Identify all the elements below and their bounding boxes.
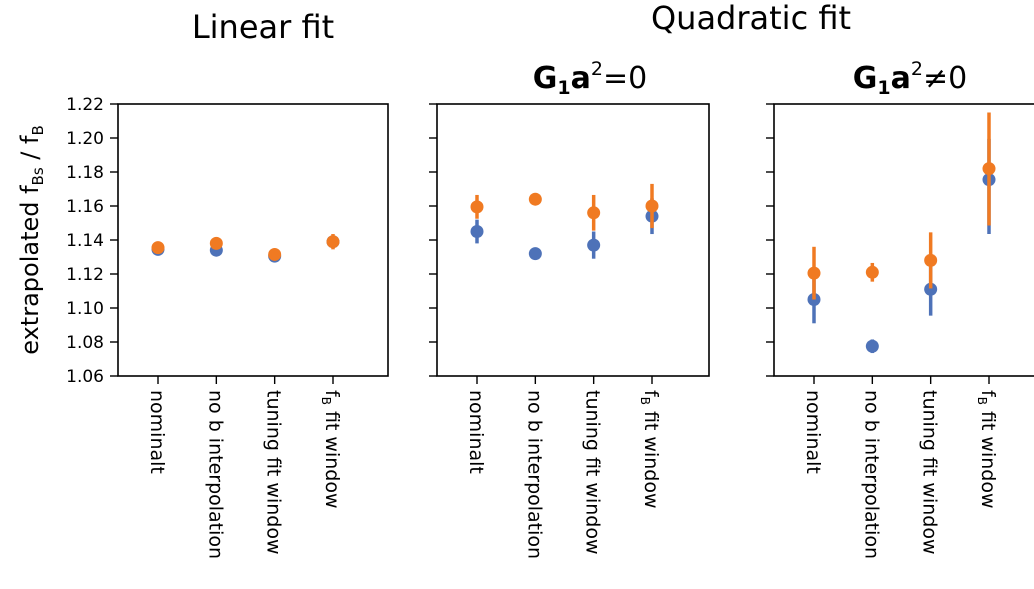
data-point: [528, 247, 542, 261]
y-tick-label: 1.18: [66, 163, 104, 183]
x-tick-label: tuning fit window: [582, 390, 604, 555]
x-tick-label: tuning fit window: [919, 390, 941, 555]
y-axis-label: extrapolated fBs / fB: [16, 125, 47, 355]
y-tick-label: 1.14: [66, 231, 104, 251]
data-point: [209, 236, 223, 250]
y-tick-label: 1.16: [66, 197, 104, 217]
panel-3: nominalt no b interpolation tuning fit win…: [766, 103, 1034, 559]
data-point: [807, 266, 821, 280]
data-point: [865, 339, 879, 353]
y-tick-label: 1.12: [66, 265, 104, 285]
data-point: [587, 238, 601, 252]
y-tick-label: 1.22: [66, 95, 104, 115]
x-tick-label: nominalt: [802, 390, 824, 474]
data-point: [268, 247, 282, 261]
panel-title-g1a2-nonzero: G1a2≠0: [853, 58, 967, 99]
data-point: [151, 241, 165, 255]
x-tick-label: fB fit window: [975, 390, 999, 509]
panel-2: nominalt no b interpolation tuning fit win…: [429, 103, 710, 559]
plot-frame: [773, 103, 1034, 377]
data-point: [470, 200, 484, 214]
y-tick-label: 1.10: [66, 299, 104, 319]
data-point: [924, 282, 938, 296]
data-point: [865, 265, 879, 279]
data-point: [587, 206, 601, 220]
plot-frame: [117, 103, 389, 377]
panel-title-g1a2-zero: G1a2=0: [533, 58, 647, 99]
panel-1: 1.06 1.08 1.10 1.12 1.14 1.16 1.18 1.20 1.22 nomi…: [66, 95, 389, 559]
data-point: [470, 225, 484, 238]
y-tick-label: 1.20: [66, 129, 104, 149]
group-title-linear: Linear fit: [192, 8, 334, 46]
data-point: [645, 199, 659, 213]
y-tick-label: 1.06: [66, 367, 104, 387]
x-tick-label: tuning fit window: [263, 390, 285, 555]
x-tick-label: fB fit window: [638, 390, 662, 509]
data-point: [982, 162, 996, 176]
group-title-quadratic: Quadratic fit: [651, 0, 851, 37]
x-tick-label: nominalt: [146, 390, 168, 474]
y-tick-label: 1.08: [66, 333, 104, 353]
x-tick-label: no b interpolation: [860, 390, 882, 559]
x-tick-label: nominalt: [465, 390, 487, 474]
data-point: [528, 192, 542, 206]
x-tick-label: no b interpolation: [204, 390, 226, 559]
data-point: [326, 235, 340, 249]
data-point: [924, 253, 938, 267]
x-tick-label: fB fit window: [319, 390, 343, 509]
x-tick-label: no b interpolation: [523, 390, 545, 559]
